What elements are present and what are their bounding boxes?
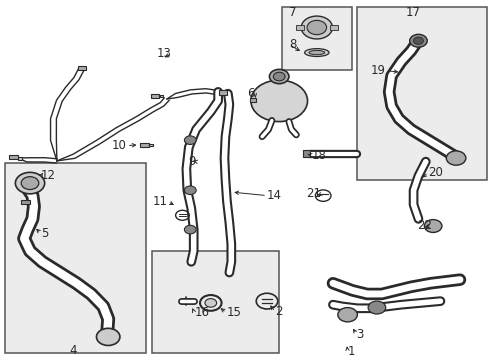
Text: 12: 12	[41, 170, 56, 183]
Circle shape	[301, 16, 332, 39]
Bar	[303, 150, 311, 157]
Text: 17: 17	[406, 6, 421, 19]
Circle shape	[184, 186, 196, 194]
Circle shape	[307, 21, 327, 35]
Text: 3: 3	[356, 328, 364, 341]
Bar	[78, 66, 86, 70]
Bar	[296, 24, 304, 30]
Bar	[8, 155, 18, 159]
Circle shape	[184, 225, 196, 234]
Circle shape	[15, 172, 45, 194]
Text: 1: 1	[347, 345, 355, 358]
Text: 19: 19	[371, 64, 386, 77]
Bar	[21, 200, 30, 204]
Bar	[282, 7, 352, 71]
Bar	[219, 90, 227, 95]
Bar	[330, 24, 338, 30]
Circle shape	[273, 72, 285, 81]
Circle shape	[251, 80, 308, 122]
Bar	[151, 94, 159, 98]
Text: 8: 8	[289, 38, 296, 51]
Bar	[4, 163, 147, 353]
Text: 13: 13	[157, 47, 172, 60]
Text: 5: 5	[41, 227, 48, 240]
Text: 14: 14	[267, 189, 282, 202]
Circle shape	[446, 151, 466, 165]
Bar	[18, 157, 22, 160]
Text: 22: 22	[416, 219, 432, 232]
Bar	[250, 98, 256, 102]
Bar	[160, 95, 163, 97]
Text: 9: 9	[189, 155, 196, 168]
Bar	[357, 7, 487, 180]
Bar	[149, 144, 153, 146]
Circle shape	[184, 136, 196, 144]
Ellipse shape	[309, 50, 325, 55]
Ellipse shape	[305, 49, 329, 57]
Circle shape	[410, 34, 427, 47]
Bar	[140, 143, 149, 147]
Circle shape	[205, 299, 217, 307]
Text: 10: 10	[112, 139, 127, 152]
Text: 2: 2	[275, 305, 283, 318]
Circle shape	[270, 69, 289, 84]
Text: 16: 16	[194, 306, 209, 319]
Text: 4: 4	[69, 344, 77, 357]
Circle shape	[424, 220, 442, 233]
Text: 7: 7	[289, 6, 296, 19]
Text: 21: 21	[306, 187, 321, 200]
Text: 15: 15	[226, 306, 241, 319]
Text: 11: 11	[153, 195, 168, 208]
Circle shape	[368, 301, 386, 314]
Text: 6: 6	[247, 87, 255, 100]
Circle shape	[338, 307, 357, 322]
Circle shape	[414, 37, 423, 44]
Text: 18: 18	[312, 149, 326, 162]
Text: 20: 20	[428, 166, 443, 179]
Circle shape	[97, 328, 120, 346]
Bar	[152, 251, 279, 353]
Circle shape	[21, 177, 39, 189]
